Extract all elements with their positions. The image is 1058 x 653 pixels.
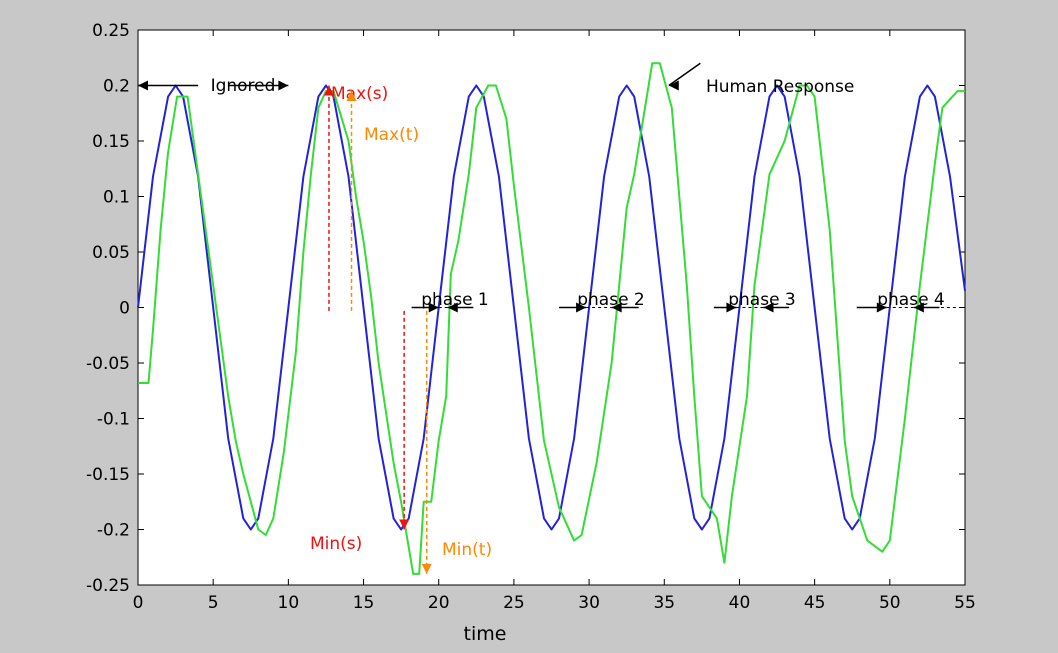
annotation-max-t: Max(t) [364,125,419,145]
x-tick-label: 45 [804,593,826,613]
annotation-min-t: Min(t) [442,540,492,560]
annotation-max-s: Max(s) [331,84,388,104]
y-tick-label: -0.2 [97,521,130,541]
x-tick-label: 15 [353,593,375,613]
ignored-arrow-right-head [278,80,289,91]
phase-arrow-5-head [726,302,737,313]
max-t-marker-head [346,91,357,102]
phase-arrow-3-head [576,302,587,313]
x-tick-label: 30 [578,593,600,613]
phase-arrow-7-head [876,302,887,313]
x-tick-label: 40 [729,593,751,613]
y-tick-label: 0.15 [92,132,130,152]
series-layer [137,62,966,575]
x-tick-label: 35 [653,593,675,613]
phase-arrow-1-head [428,302,439,313]
phase-arrow-2-head [447,302,458,313]
phase-arrow-8-head [913,302,924,313]
x-tick-label: 25 [503,593,525,613]
human-response-pointer-line [668,62,701,87]
phase-arrow-6-head [763,302,774,313]
phase-arrow-4-head [611,302,622,313]
x-tick-label: 0 [133,593,144,613]
y-tick-label: -0.05 [86,354,130,374]
axis-ticks: 0 5 10 15 20 25 30 35 40 45 50 55 -0.25 -0.2 -0.15 -0.1… [86,21,976,613]
x-axis-label: time [464,623,507,645]
annotations-layer: Ignored Human Response Max(s) Max(t) Min… [138,62,965,574]
max-s-marker-head [323,85,334,96]
series-line-input [137,84,966,531]
annotation-min-s: Min(s) [310,534,362,554]
annotation-phase-1: phase 1 [421,290,489,310]
annotation-phase-2: phase 2 [577,290,645,310]
y-tick-label: 0 [119,299,130,319]
x-tick-label: 55 [954,593,976,613]
annotation-human-response: Human Response [706,77,854,97]
x-tick-label: 5 [208,593,219,613]
y-tick-label: 0.1 [103,188,130,208]
x-tick-label: 50 [879,593,901,613]
y-tick-label: -0.15 [86,465,130,485]
y-tick-label: -0.25 [86,576,130,596]
plot-area [137,29,966,586]
x-tick-label: 10 [278,593,300,613]
ignored-arrow-left-head [138,80,148,91]
min-s-marker-head [399,519,410,530]
y-tick-label: 0.05 [92,243,130,263]
human-response-pointer-head [668,80,679,91]
annotation-phase-4: phase 4 [877,290,945,310]
y-tick-label: 0.25 [92,21,130,41]
annotation-phase-3: phase 3 [728,290,796,310]
x-tick-label: 20 [428,593,450,613]
min-t-marker-head [421,563,432,574]
y-tick-label: 0.2 [103,77,130,97]
y-tick-label: -0.1 [97,410,130,430]
series-line-human-response [138,62,965,575]
